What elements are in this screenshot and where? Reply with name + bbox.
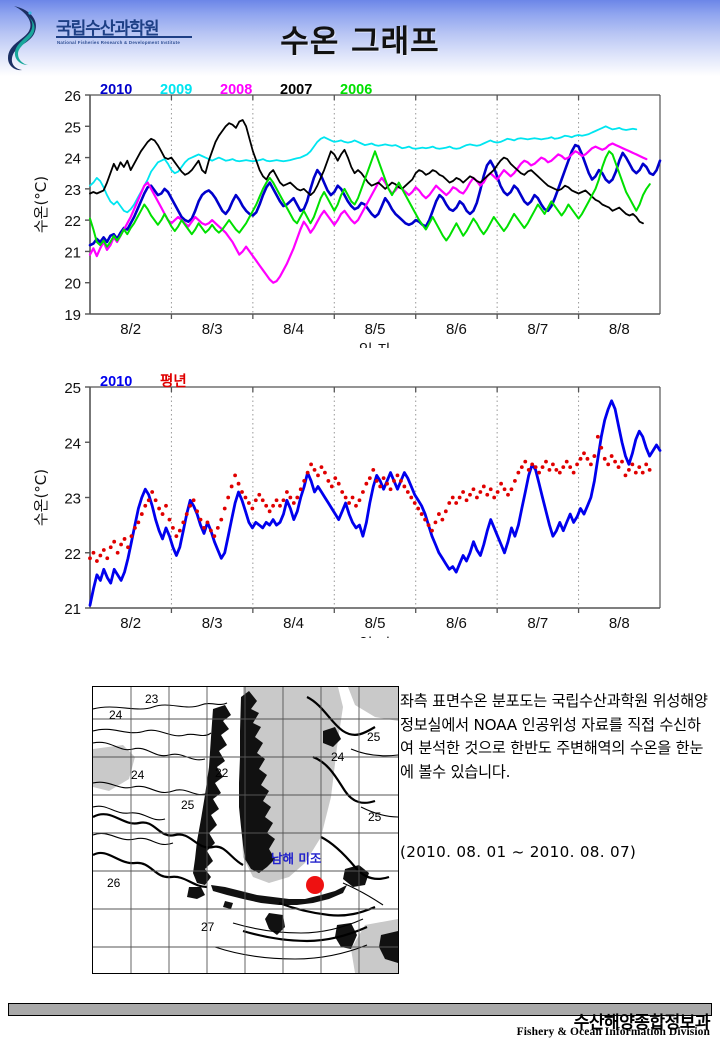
- y-tick-label: 20: [64, 276, 81, 293]
- logo-divider: [56, 36, 192, 38]
- x-tick-label: 8/7: [527, 615, 548, 632]
- svg-text:26: 26: [107, 876, 121, 890]
- svg-text:27: 27: [201, 920, 215, 934]
- page-title: 수온 그래프: [280, 24, 440, 60]
- station-marker-icon: [306, 876, 324, 894]
- x-tick-label: 8/7: [527, 321, 548, 338]
- x-tick-label: 8/2: [120, 321, 141, 338]
- legend-item-2007: 2007: [280, 82, 312, 98]
- y-tick-label: 26: [64, 88, 81, 105]
- footer-bar: [8, 1003, 712, 1016]
- logo-english-name: National Fisheries Research & Developmen…: [57, 40, 181, 45]
- x-axis-title: 일 자: [359, 341, 392, 348]
- y-tick-label: 22: [64, 213, 81, 230]
- series-points-평년: [88, 434, 652, 563]
- description-paragraph: 좌측 표면수온 분포도는 국립수산과학원 위성해양정보실에서 NOAA 인공위성…: [400, 692, 708, 782]
- svg-text:25: 25: [368, 810, 382, 824]
- y-axis-title: 수온(°C): [32, 469, 50, 526]
- svg-text:25: 25: [181, 798, 195, 812]
- svg-text:25: 25: [367, 730, 381, 744]
- series-line-2010: [88, 399, 662, 607]
- y-tick-label: 21: [64, 601, 81, 618]
- x-tick-label: 8/6: [446, 321, 467, 338]
- x-tick-label: 8/2: [120, 615, 141, 632]
- series-line-2009: [89, 125, 638, 214]
- x-tick-label: 8/5: [365, 615, 386, 632]
- y-tick-label: 24: [64, 151, 81, 168]
- series-line-2010: [88, 143, 662, 247]
- y-tick-label: 21: [64, 244, 81, 261]
- footer-english-name: Fishery & Ocean Information Division: [516, 1026, 710, 1038]
- svg-text:24: 24: [331, 750, 345, 764]
- map-canvas: 23 24 24 22 25 25 25 24 26 27 남해 미조: [93, 687, 398, 973]
- description-date-range: (2010. 08. 01 ~ 2010. 08. 07): [400, 843, 637, 861]
- x-tick-label: 8/3: [202, 321, 223, 338]
- x-tick-label: 8/4: [283, 321, 304, 338]
- svg-text:24: 24: [109, 708, 123, 722]
- x-tick-label: 8/6: [446, 615, 467, 632]
- y-tick-label: 23: [64, 491, 81, 508]
- series-line-2007: [89, 119, 644, 225]
- legend-item-2009: 2009: [160, 82, 192, 98]
- y-tick-label: 24: [64, 435, 81, 452]
- footer-korean-name: 수산해양종합정보과: [573, 1013, 711, 1033]
- x-tick-label: 8/8: [609, 321, 630, 338]
- legend-item-2006: 2006: [340, 82, 372, 98]
- page-header: 국립수산과학원 National Fisheries Research & De…: [0, 0, 720, 76]
- y-tick-label: 25: [64, 119, 81, 136]
- map-station-label: 남해 미조: [271, 851, 322, 866]
- legend-item-평년: 평년: [160, 372, 187, 390]
- svg-text:23: 23: [145, 692, 159, 706]
- sst-distribution-map: 23 24 24 22 25 25 25 24 26 27 남해 미조: [92, 686, 399, 974]
- y-tick-label: 19: [64, 307, 81, 324]
- y-tick-label: 22: [64, 546, 81, 563]
- series-line-2006: [89, 150, 651, 248]
- x-tick-label: 8/3: [202, 615, 223, 632]
- chart2-canvas: 21 22 23 24 25 8/2 8/3 8/4 8/5 8/6 8/7 8/8 2010 평년일 자…: [32, 372, 662, 638]
- y-tick-label: 23: [64, 182, 81, 199]
- x-tick-label: 8/4: [283, 615, 304, 632]
- logo-korean-name: 국립수산과학원: [56, 19, 159, 39]
- legend-item-2010: 2010: [100, 374, 132, 390]
- svg-text:24: 24: [131, 768, 145, 782]
- chart1-canvas: 19 20 21 22 23 24 25 26 8/2 8/3 8/4 8/5 8/6 8/7 8/8 201…: [32, 82, 662, 348]
- x-tick-label: 8/8: [609, 615, 630, 632]
- x-axis-title: 일 자: [359, 635, 392, 638]
- temperature-chart-vs-normal: 21 22 23 24 25 8/2 8/3 8/4 8/5 8/6 8/7 8/8 2010 평년일 자…: [0, 368, 720, 638]
- x-tick-label: 8/5: [365, 321, 386, 338]
- legend-item-2010: 2010: [100, 82, 132, 98]
- fish-swirl-logo-icon: [8, 6, 36, 71]
- y-axis-title: 수온(°C): [32, 176, 50, 233]
- y-tick-label: 25: [64, 380, 81, 397]
- institute-logo: 국립수산과학원 National Fisheries Research & De…: [4, 2, 204, 74]
- svg-text:22: 22: [215, 766, 229, 780]
- legend-item-2008: 2008: [220, 82, 252, 98]
- temperature-chart-yearly: 19 20 21 22 23 24 25 26 8/2 8/3 8/4 8/5 8/6 8/7 8/8 201…: [0, 78, 720, 348]
